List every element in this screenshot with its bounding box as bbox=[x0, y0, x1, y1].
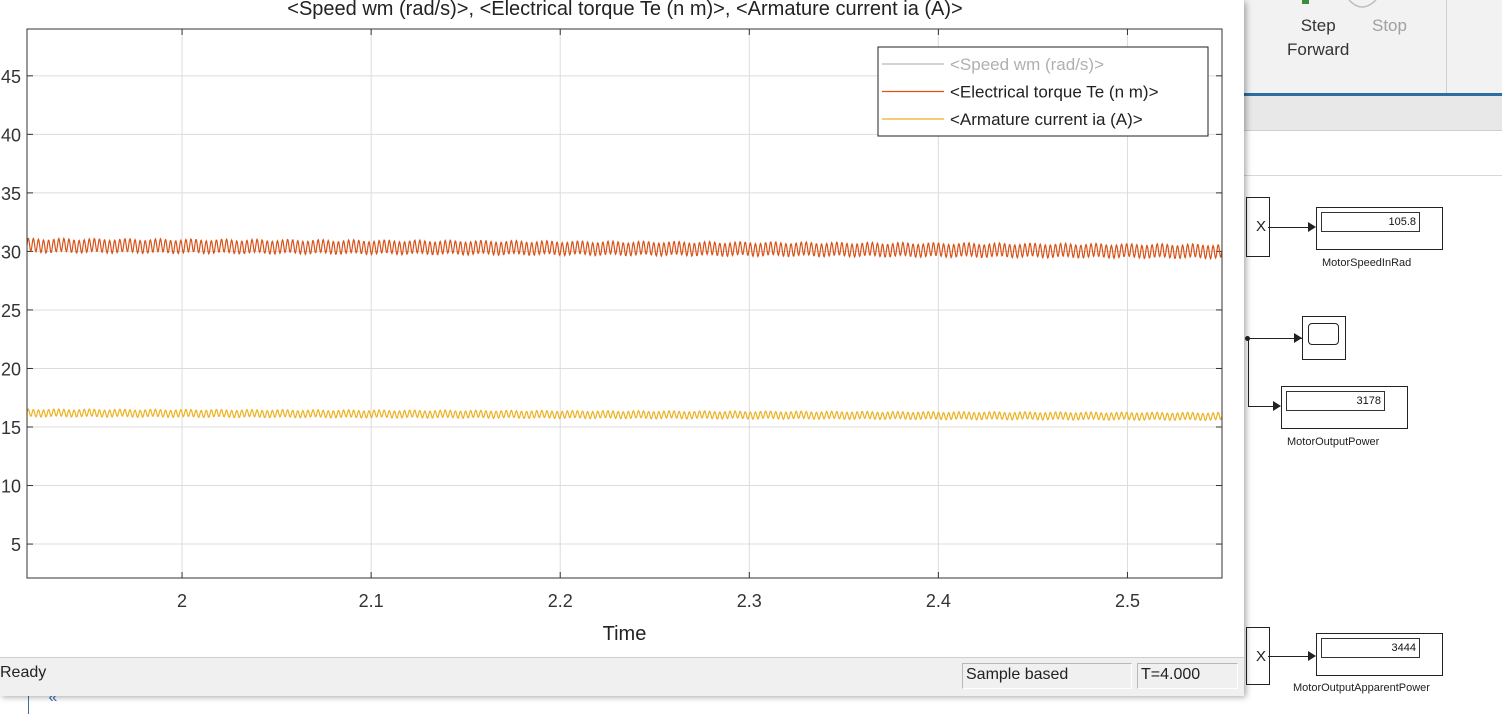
x-tick-label: 2.4 bbox=[926, 591, 951, 611]
display-value: 3444 bbox=[1321, 638, 1420, 658]
display-block-apparent-power[interactable]: 3444 bbox=[1316, 633, 1443, 676]
y-tick-label: 40 bbox=[1, 125, 21, 145]
step-forward-button[interactable]: Step Forward bbox=[1287, 14, 1349, 62]
plot-title: <Speed wm (rad/s)>, <Electrical torque T… bbox=[287, 0, 963, 20]
x-tick-label: 2.5 bbox=[1115, 591, 1140, 611]
mux-block[interactable]: X bbox=[1246, 627, 1270, 685]
x-tick-label: 2.2 bbox=[548, 591, 573, 611]
scope-status-bar: Ready Sample based T=4.000 bbox=[0, 657, 1244, 696]
step-forward-label-line2: Forward bbox=[1287, 40, 1350, 59]
stop-label: Stop bbox=[1372, 16, 1407, 35]
signal-line bbox=[1268, 656, 1308, 657]
sample-mode-field: Sample based bbox=[962, 663, 1132, 689]
block-label: MotorOutputPower bbox=[1287, 436, 1380, 448]
y-tick-label: 15 bbox=[1, 418, 21, 438]
display-block-motor-speed[interactable]: 105.8 bbox=[1316, 207, 1443, 250]
branch-point bbox=[1245, 336, 1250, 341]
legend-entry: <Electrical torque Te (n m)> bbox=[950, 83, 1159, 102]
series-line-2 bbox=[26, 408, 1223, 422]
display-value: 3178 bbox=[1286, 391, 1385, 411]
y-tick-label: 10 bbox=[1, 477, 21, 497]
x-tick-label: 2 bbox=[177, 591, 187, 611]
scope-plot[interactable]: 2 2.1 2.2 2.3 2.4 2.5 5 10 15 20 25 30 35 40 45 Time <Sp… bbox=[0, 0, 1244, 657]
block-label: MotorSpeedInRad bbox=[1322, 257, 1412, 269]
mux-symbol: X bbox=[1256, 218, 1267, 235]
y-tick-label: 30 bbox=[1, 242, 21, 262]
y-tick-label: 20 bbox=[1, 359, 21, 379]
legend-entry: <Speed wm (rad/s)> bbox=[950, 55, 1104, 74]
step-forward-icon bbox=[1302, 0, 1309, 4]
y-tick-label: 25 bbox=[1, 301, 21, 321]
plot-border bbox=[26, 28, 1223, 579]
step-forward-label-line1: Step bbox=[1300, 16, 1336, 35]
x-tick-label: 2.1 bbox=[359, 591, 384, 611]
signal-line bbox=[1268, 227, 1308, 228]
toolstrip-separator bbox=[1446, 0, 1447, 93]
arrow-icon bbox=[1308, 222, 1316, 232]
scope-icon bbox=[1308, 323, 1339, 345]
signal-line bbox=[1248, 406, 1274, 407]
stop-icon bbox=[1348, 0, 1377, 8]
block-label: MotorOutputApparentPower bbox=[1293, 682, 1430, 694]
signal-line bbox=[1248, 338, 1249, 406]
double-chevron-left-icon: « bbox=[48, 689, 58, 706]
scope-window: <Speed wm (rad/s)>, <Electrical torque T… bbox=[0, 0, 1244, 696]
legend-entry: <Armature current ia (A)> bbox=[950, 110, 1143, 129]
arrow-icon bbox=[1273, 401, 1281, 411]
arrow-icon bbox=[1294, 333, 1302, 343]
x-tick-label: 2.3 bbox=[737, 591, 762, 611]
y-tick-label: 5 bbox=[11, 535, 21, 555]
series-line-1 bbox=[26, 236, 1223, 261]
y-tick-label: 35 bbox=[1, 184, 21, 204]
mux-block[interactable]: X bbox=[1246, 197, 1270, 257]
display-block-motor-power[interactable]: 3178 bbox=[1281, 386, 1408, 429]
toolstrip-icons-partial bbox=[1302, 0, 1377, 8]
x-axis-label: Time bbox=[603, 623, 647, 645]
stop-button[interactable]: Stop bbox=[1372, 14, 1407, 38]
scope-block[interactable] bbox=[1302, 316, 1346, 360]
display-value: 105.8 bbox=[1321, 212, 1420, 232]
y-tick-label: 45 bbox=[1, 67, 21, 87]
mux-symbol: X bbox=[1256, 648, 1267, 665]
time-readout-field: T=4.000 bbox=[1137, 663, 1238, 689]
status-text: Ready bbox=[0, 664, 47, 681]
arrow-icon bbox=[1308, 651, 1316, 661]
signal-line bbox=[1246, 338, 1302, 339]
